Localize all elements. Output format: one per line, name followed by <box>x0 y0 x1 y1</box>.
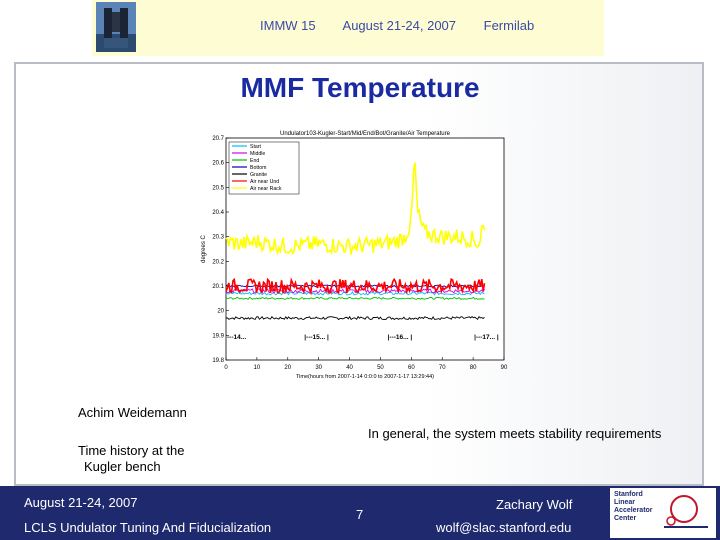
accelerator-ring-icon <box>664 495 708 528</box>
y-tick-label: 20 <box>217 309 224 315</box>
x-axis-label: Time(hours from 2007-1-14 0:0:0 to 2007-… <box>296 374 434 380</box>
y-tick-label: 20.5 <box>212 185 224 191</box>
x-tick-label: 80 <box>470 365 477 371</box>
conference-dates: August 21-24, 2007 <box>342 18 457 33</box>
conference-venue: Fermilab <box>483 18 535 33</box>
footer-project: LCLS Undulator Tuning And Fiducializatio… <box>24 520 272 535</box>
caption-line-1: Time history at the <box>78 443 185 458</box>
legend-box <box>228 141 300 195</box>
slac-logo-line-3: Accelerator <box>614 507 653 514</box>
slac-logo: Stanford Linear Accelerator Center <box>610 488 716 538</box>
slac-logo-line-1: Stanford <box>614 491 643 498</box>
footer-author: Zachary Wolf <box>496 497 573 512</box>
temperature-chart: Undulator103-Kugler-Start/Mid/End/Bot/Gr… <box>201 131 508 380</box>
slide-title: MMF Temperature <box>240 72 480 103</box>
slac-logo-line-4: Center <box>614 515 637 522</box>
conclusion-text: In general, the system meets stability r… <box>368 426 662 441</box>
x-tick-label: 70 <box>439 365 446 371</box>
y-tick-label: 19.9 <box>212 333 224 339</box>
chart-title: Undulator103-Kugler-Start/Mid/End/Bot/Gr… <box>280 131 451 137</box>
slac-logo-line-2: Linear <box>614 499 636 506</box>
fermilab-building-logo <box>96 2 136 52</box>
x-tick-label: 50 <box>377 365 384 371</box>
y-tick-label: 19.8 <box>212 358 224 364</box>
header-text: IMMW 15 August 21-24, 2007 Fermilab <box>260 18 558 33</box>
day-marker-label: |---15... | <box>304 334 329 341</box>
footer-bar <box>0 486 720 540</box>
legend-entry: Start <box>250 144 262 150</box>
y-tick-label: 20.6 <box>212 161 224 167</box>
x-tick-label: 10 <box>254 365 261 371</box>
caption-line-2: Kugler bench <box>84 459 161 474</box>
series-line-start <box>225 290 485 296</box>
x-tick-label: 30 <box>315 365 322 371</box>
series-line-end <box>225 296 485 300</box>
series-line-air-near-und <box>225 277 486 296</box>
page-number: 7 <box>356 507 364 522</box>
legend-entry: Bottom <box>250 165 266 171</box>
x-tick-label: 0 <box>224 365 228 371</box>
y-tick-label: 20.2 <box>212 259 224 265</box>
y-axis-label: degrees C <box>201 234 207 262</box>
legend-entry: Granite <box>250 172 267 178</box>
credit-text: Achim Weidemann <box>78 405 187 420</box>
day-marker-label: |---17... | <box>474 334 499 341</box>
x-tick-label: 20 <box>284 365 291 371</box>
conference-name: IMMW 15 <box>260 18 316 33</box>
y-tick-label: 20.7 <box>212 136 224 142</box>
series-line-granite <box>225 315 485 321</box>
y-tick-label: 20.1 <box>212 284 224 290</box>
y-tick-label: 20.4 <box>212 210 224 216</box>
day-marker-label: |---16... | <box>388 334 413 341</box>
series-line-air-near-rack <box>225 162 486 256</box>
y-tick-label: 20.3 <box>212 235 224 241</box>
x-tick-label: 40 <box>346 365 353 371</box>
conference-header: IMMW 15 August 21-24, 2007 Fermilab <box>92 0 604 56</box>
x-tick-label: 60 <box>408 365 415 371</box>
legend-entry: Middle <box>250 151 265 157</box>
legend-entry: End <box>250 158 259 164</box>
day-marker-label: ---14... <box>227 334 246 341</box>
legend-entry: Air near Und <box>250 179 279 185</box>
footer-email: wolf@slac.stanford.edu <box>436 520 572 535</box>
x-tick-label: 90 <box>501 365 508 371</box>
footer-date: August 21-24, 2007 <box>24 495 138 510</box>
legend-entry: Air near Rack <box>250 186 282 192</box>
